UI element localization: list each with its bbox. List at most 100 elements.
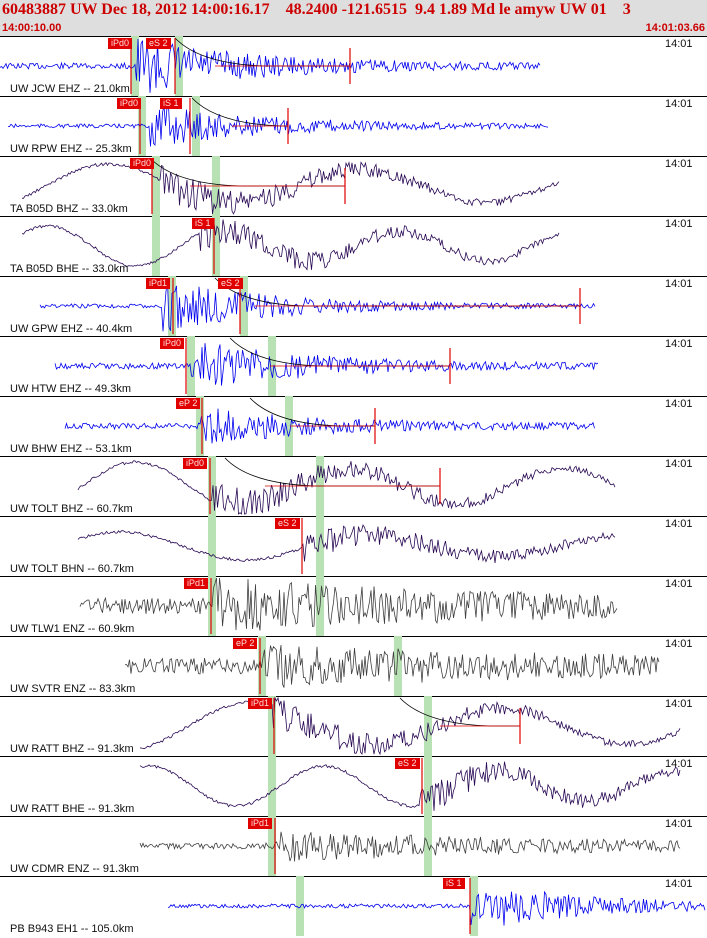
trace-panel[interactable]: iS 1 14:01 TA B05D BHE -- 33.0km xyxy=(0,216,707,276)
station-label: UW TOLT BHZ -- 60.7km xyxy=(10,503,133,515)
trace-time-label: 14:01 xyxy=(665,98,693,110)
waveform-plot xyxy=(7,96,549,156)
station-label: UW BHW EHZ -- 53.1km xyxy=(10,443,132,455)
phase-pick-flag[interactable]: eS 2 xyxy=(218,278,243,289)
waveform-plot xyxy=(77,516,616,576)
waveform-trace xyxy=(139,696,681,756)
trace-panel[interactable]: iPd1 eS 2 14:01 UW GPW EHZ -- 40.4km xyxy=(0,276,707,336)
trace-divider xyxy=(0,156,707,216)
trace-time-label: 14:01 xyxy=(665,638,693,650)
phase-pick-flag[interactable]: eS 2 xyxy=(146,38,171,49)
trace-panel[interactable]: iPd1 14:01 UW CDMR ENZ -- 91.3km xyxy=(0,816,707,876)
phase-window-bar[interactable] xyxy=(296,876,304,936)
trace-divider xyxy=(0,216,707,276)
waveform-plot xyxy=(167,876,706,936)
trace-time-label: 14:01 xyxy=(665,878,693,890)
phase-window-bar[interactable] xyxy=(138,96,146,156)
phase-pick-flag[interactable]: iS 1 xyxy=(192,218,214,229)
trace-panel[interactable]: iPd0 14:01 UW HTW EHZ -- 49.3km xyxy=(0,336,707,396)
trace-panel[interactable]: eS 2 14:01 UW TOLT BHN -- 60.7km xyxy=(0,516,707,576)
phase-window-bar[interactable] xyxy=(470,876,478,936)
phase-pick-flag[interactable]: eP 2 xyxy=(176,398,201,409)
trace-divider xyxy=(0,276,707,336)
trace-panel[interactable]: iPd1 14:01 UW RATT BHZ -- 91.3km xyxy=(0,696,707,756)
waveform-plot xyxy=(21,156,560,216)
waveform-plot xyxy=(77,456,616,516)
waveform-trace xyxy=(21,219,560,271)
phase-window-bar[interactable] xyxy=(187,336,195,396)
seismogram-panel-stack[interactable]: iPd0 eS 2 14:01 UW JCW EHZ -- 21.0km iPd0 iS … xyxy=(0,36,707,938)
waveform-plot xyxy=(139,816,681,876)
phase-window-bar[interactable] xyxy=(268,816,276,876)
phase-pick-flag[interactable]: iPd0 xyxy=(130,158,155,169)
event-title: 60483887 UW Dec 18, 2012 14:00:16.17 48.… xyxy=(2,1,631,18)
waveform-trace xyxy=(77,524,616,564)
waveform-trace xyxy=(21,161,560,215)
phase-window-bar[interactable] xyxy=(285,396,293,456)
station-label: UW RPW EHZ -- 25.3km xyxy=(10,143,132,155)
phase-window-bar[interactable] xyxy=(316,516,324,576)
trace-time-label: 14:01 xyxy=(665,218,693,230)
trace-panel[interactable]: eP 2 14:01 UW SVTR ENZ -- 83.3km xyxy=(0,636,707,696)
station-label: UW TLW1 ENZ -- 60.9km xyxy=(10,623,135,635)
waveform-plot xyxy=(79,576,618,636)
trace-divider xyxy=(0,456,707,516)
station-label: TA B05D BHZ -- 33.0km xyxy=(10,203,128,215)
trace-panel[interactable]: iPd1 14:01 UW TLW1 ENZ -- 60.9km xyxy=(0,576,707,636)
station-label: PB B943 EH1 -- 105.0km xyxy=(10,923,134,935)
phase-pick-flag[interactable]: iPd0 xyxy=(108,38,133,49)
station-label: TA B05D BHE -- 33.0km xyxy=(10,263,129,275)
phase-window-bar[interactable] xyxy=(152,216,160,276)
phase-pick-flag[interactable]: iPd0 xyxy=(117,98,142,109)
waveform-plot xyxy=(21,216,560,276)
phase-window-bar[interactable] xyxy=(424,756,432,816)
arrival-curve xyxy=(149,157,345,187)
trace-divider xyxy=(0,576,707,636)
trace-time-label: 14:01 xyxy=(665,338,693,350)
phase-window-bar[interactable] xyxy=(240,276,248,336)
phase-pick-flag[interactable]: iPd0 xyxy=(160,338,185,349)
waveform-plot xyxy=(54,336,599,396)
trace-time-label: 14:01 xyxy=(665,458,693,470)
phase-window-bar[interactable] xyxy=(208,456,216,516)
phase-pick-flag[interactable]: iPd1 xyxy=(248,818,273,829)
phase-window-bar[interactable] xyxy=(168,276,176,336)
trace-panel[interactable]: iPd0 iS 1 14:01 UW RPW EHZ -- 25.3km xyxy=(0,96,707,156)
phase-window-bar[interactable] xyxy=(394,636,402,696)
phase-window-bar[interactable] xyxy=(268,756,276,816)
phase-pick-flag[interactable]: iPd1 xyxy=(146,278,171,289)
waveform-trace xyxy=(167,890,706,926)
waveform-trace xyxy=(7,104,549,147)
phase-window-bar[interactable] xyxy=(212,216,220,276)
phase-pick-flag[interactable]: eS 2 xyxy=(395,758,420,769)
waveform-trace xyxy=(64,408,595,444)
waveform-trace xyxy=(79,577,618,631)
phase-pick-flag[interactable]: iPd1 xyxy=(248,698,273,709)
trace-panel[interactable]: iS 1 14:01 PB B943 EH1 -- 105.0km xyxy=(0,876,707,936)
trace-time-label: 14:01 xyxy=(665,158,693,170)
waveform-trace xyxy=(0,38,541,93)
phase-window-bar[interactable] xyxy=(196,396,204,456)
waveform-trace xyxy=(125,644,660,688)
trace-divider xyxy=(0,636,707,696)
phase-pick-flag[interactable]: eP 2 xyxy=(233,638,258,649)
waveform-trace xyxy=(77,460,616,515)
phase-pick-flag[interactable]: iPd1 xyxy=(184,578,209,589)
phase-pick-flag[interactable]: iS 1 xyxy=(160,98,182,109)
phase-window-bar[interactable] xyxy=(268,696,276,756)
phase-window-bar[interactable] xyxy=(175,36,183,96)
phase-pick-flag[interactable]: iS 1 xyxy=(443,878,465,889)
trace-panel[interactable]: iPd0 14:01 TA B05D BHZ -- 33.0km xyxy=(0,156,707,216)
phase-window-bar[interactable] xyxy=(208,516,216,576)
phase-pick-flag[interactable]: iPd0 xyxy=(183,458,208,469)
trace-time-label: 14:01 xyxy=(665,578,693,590)
waveform-trace xyxy=(139,831,681,862)
trace-panel[interactable]: iPd0 eS 2 14:01 UW JCW EHZ -- 21.0km xyxy=(0,36,707,96)
trace-panel[interactable]: iPd0 14:01 UW TOLT BHZ -- 60.7km xyxy=(0,456,707,516)
trace-divider xyxy=(0,876,707,936)
trace-panel[interactable]: eS 2 14:01 UW RATT BHE -- 91.3km xyxy=(0,756,707,816)
trace-time-label: 14:01 xyxy=(665,818,693,830)
phase-pick-flag[interactable]: eS 2 xyxy=(275,518,300,529)
trace-panel[interactable]: eP 2 14:01 UW BHW EHZ -- 53.1km xyxy=(0,396,707,456)
phase-window-bar[interactable] xyxy=(152,156,160,216)
